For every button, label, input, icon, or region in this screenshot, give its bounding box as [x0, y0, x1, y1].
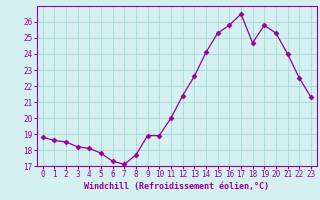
X-axis label: Windchill (Refroidissement éolien,°C): Windchill (Refroidissement éolien,°C): [84, 182, 269, 191]
